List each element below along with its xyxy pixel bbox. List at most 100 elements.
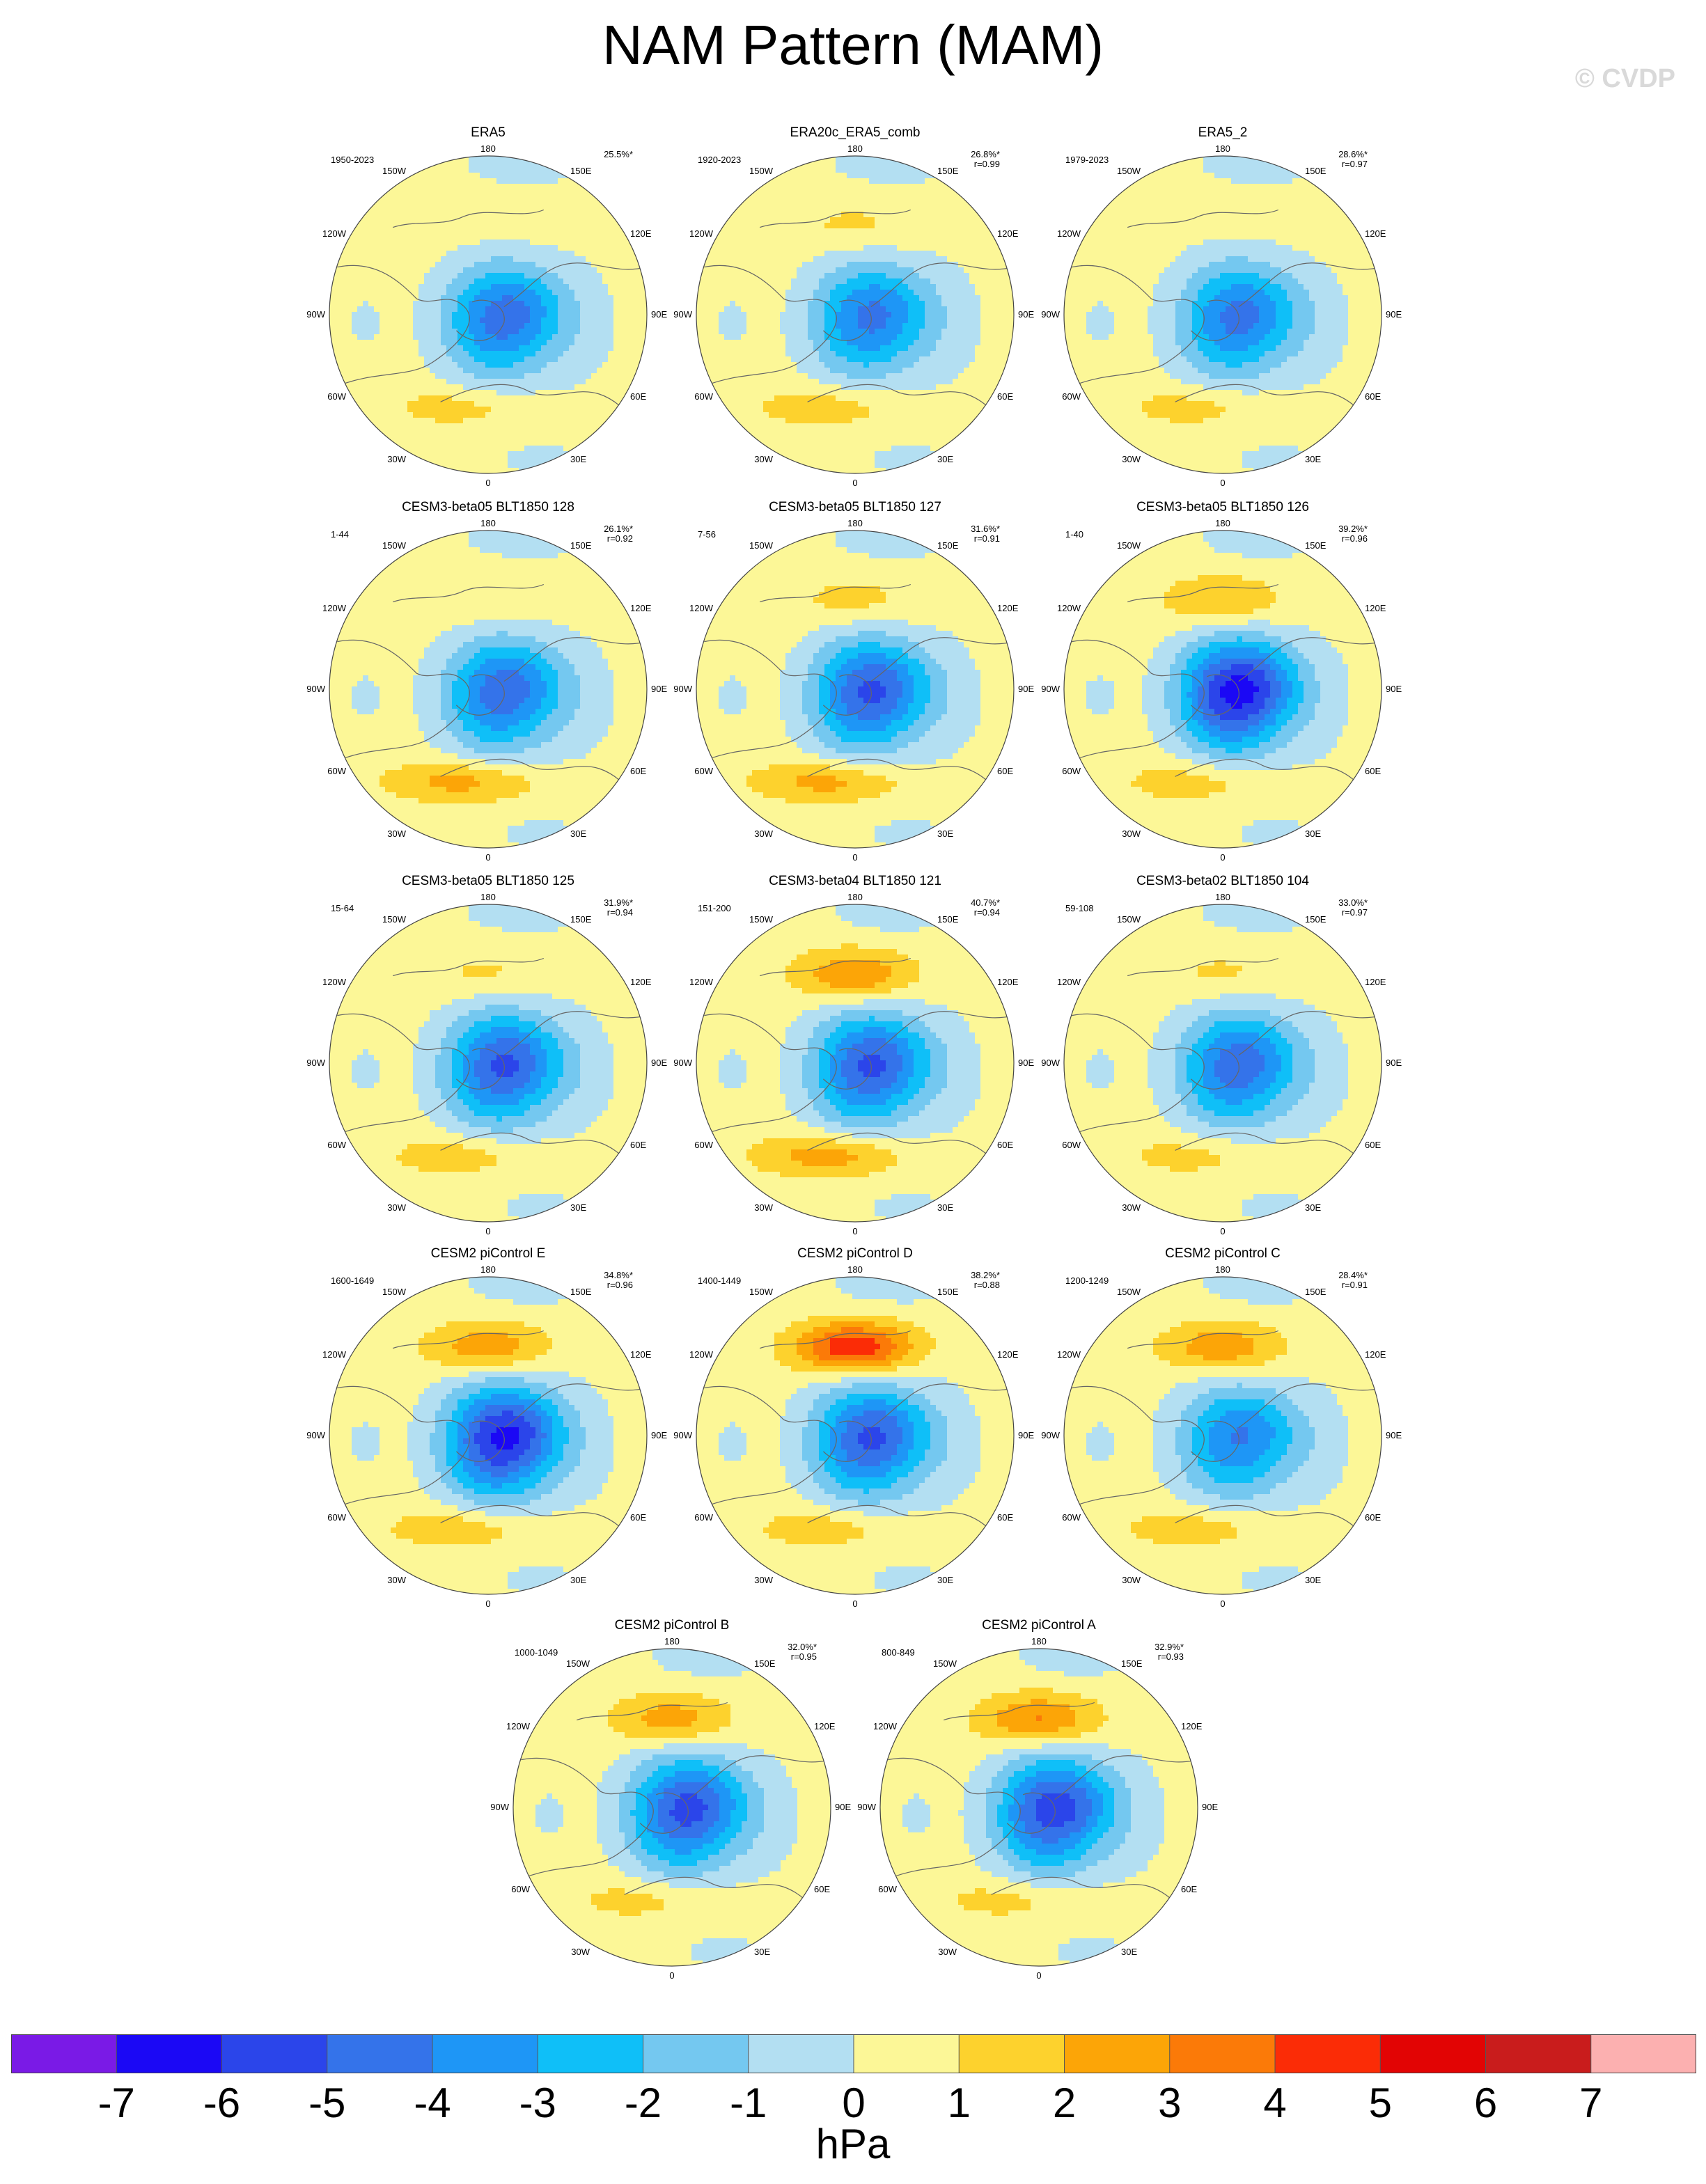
longitude-label: 120E [630,228,652,239]
colorbar-swatch [538,2034,643,2073]
panel-variance: 40.7%* [971,897,1000,908]
longitude-label: 180 [664,1636,680,1647]
longitude-label: 30E [570,828,586,839]
panel-title: CESM3-beta05 BLT1850 126 [1136,500,1309,514]
longitude-label: 60W [694,1140,713,1150]
longitude-label: 90W [306,309,325,320]
longitude-label: 150E [937,540,959,551]
longitude-label: 90W [673,309,692,320]
longitude-label: 150E [570,914,592,925]
longitude-label: 150W [382,914,407,925]
contour-fill [329,531,647,848]
longitude-label: 120E [997,228,1019,239]
longitude-label: 150W [382,1287,407,1297]
longitude-label: 30W [938,1947,957,1957]
panel-correlation: r=0.91 [974,533,1000,544]
longitude-label: 30W [754,828,773,839]
colorbar-tick-label: -6 [180,2079,264,2128]
colorbar-swatch [221,2034,328,2073]
longitude-label: 120E [630,977,652,987]
longitude-label: 30E [570,1575,586,1585]
longitude-label: 30E [754,1947,770,1957]
panel-variance: 39.2%* [1338,524,1368,534]
panel-correlation: r=0.96 [1342,533,1368,544]
longitude-label: 150W [1117,540,1141,551]
contour-fill [696,904,1014,1222]
longitude-label: 90W [490,1802,509,1812]
map-panel: ERA5_2 1979-2023 28.6%*r=0.97 180 0 90W 90E 150… [1041,125,1402,488]
map-panel: CESM3-beta05 BLT1850 126 1-40 39.2%*r=0.96… [1041,500,1402,863]
longitude-label: 60E [1181,1884,1197,1894]
coastlines [888,1702,1198,1935]
longitude-label: 120W [1057,1349,1081,1360]
panel-variance: 28.4%* [1338,1270,1368,1280]
panel-title: CESM3-beta05 BLT1850 127 [769,500,941,514]
longitude-label: 90E [651,1058,667,1068]
panel-years: 1600-1649 [331,1275,374,1286]
colorbar-swatch [959,2034,1065,2073]
panel-years: 1979-2023 [1065,155,1109,165]
longitude-label: 0 [1220,478,1225,488]
longitude-label: 30E [1305,1202,1321,1213]
longitude-label: 30W [387,828,406,839]
panel-variance: 32.0%* [788,1642,817,1652]
longitude-label: 30W [1122,454,1141,464]
longitude-label: 150E [1121,1658,1143,1669]
panel-years: 1200-1249 [1065,1275,1109,1286]
longitude-label: 30E [1305,828,1321,839]
contour-fill [696,156,1014,473]
map-panel: CESM3-beta04 BLT1850 121 151-200 40.7%*r=0… [673,874,1034,1236]
longitude-label: 180 [480,1264,496,1275]
longitude-label: 150W [1117,914,1141,925]
longitude-label: 60W [327,766,346,776]
panel-correlation: r=0.91 [1342,1280,1368,1290]
longitude-label: 30E [1121,1947,1137,1957]
longitude-label: 0 [852,852,857,863]
longitude-label: 150E [570,1287,592,1297]
longitude-label: 90W [1041,684,1060,694]
panel-variance: 31.6%* [971,524,1000,534]
longitude-label: 120E [630,603,652,613]
longitude-label: 120E [997,977,1019,987]
longitude-label: 60W [1062,391,1081,402]
map-boundary [696,155,1015,474]
colorbar-swatch [11,2034,117,2073]
longitude-label: 120W [322,228,347,239]
panel-title: CESM2 piControl A [982,1618,1096,1633]
colorbar-tick-label: 4 [1233,2079,1317,2128]
longitude-label: 30W [754,1575,773,1585]
panel-title: CESM3-beta04 BLT1850 121 [769,874,941,888]
longitude-label: 120W [322,1349,347,1360]
longitude-label: 90E [835,1802,851,1812]
map-panel: CESM2 piControl A 800-849 32.9%*r=0.93 180 0… [857,1618,1218,1981]
longitude-label: 120E [1365,603,1386,613]
longitude-label: 30E [1305,454,1321,464]
longitude-label: 60E [997,391,1013,402]
longitude-label: 180 [1215,1264,1230,1275]
longitude-label: 30W [387,1575,406,1585]
colorbar-tick-label: 0 [812,2079,895,2128]
map-panel: ERA5 1950-2023 25.5%* 180 0 90W 90E 150W 120W 150… [306,125,667,488]
longitude-label: 0 [669,1970,674,1981]
longitude-label: 90W [1041,1058,1060,1068]
colorbar-swatch [1485,2034,1592,2073]
colorbar-tick-label: -4 [391,2079,474,2128]
panel-correlation: r=0.94 [607,907,633,918]
longitude-label: 0 [852,1226,857,1236]
longitude-label: 30E [937,828,953,839]
map-boundary [696,530,1015,849]
colorbar-tick-label: 1 [917,2079,1001,2128]
panel-variance: 38.2%* [971,1270,1000,1280]
longitude-label: 60E [997,1512,1013,1523]
longitude-label: 180 [1215,892,1230,902]
map-boundary [329,155,648,474]
longitude-label: 120W [506,1721,531,1731]
longitude-label: 150E [570,166,592,176]
map-boundary [696,904,1015,1223]
map-panel: CESM3-beta05 BLT1850 125 15-64 31.9%*r=0.9… [306,874,667,1236]
panel-years: 59-108 [1065,903,1093,913]
longitude-label: 180 [480,143,496,154]
longitude-label: 150E [754,1658,776,1669]
longitude-label: 30W [1122,1202,1141,1213]
longitude-label: 30E [937,1202,953,1213]
